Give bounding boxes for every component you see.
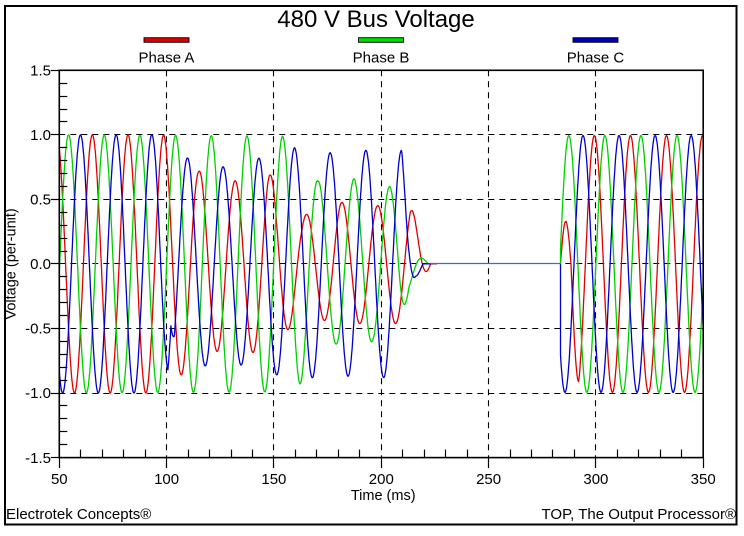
svg-text:300: 300 [583,471,608,488]
svg-text:-0.5: -0.5 [25,321,51,338]
svg-text:Electrotek Concepts®: Electrotek Concepts® [6,506,151,523]
svg-text:250: 250 [476,471,501,488]
svg-text:0.0: 0.0 [30,256,51,273]
svg-text:100: 100 [154,471,179,488]
svg-text:1.5: 1.5 [30,63,51,80]
svg-text:150: 150 [261,471,286,488]
svg-text:1.0: 1.0 [30,127,51,144]
svg-text:480 V Bus Voltage: 480 V Bus Voltage [277,6,474,33]
svg-text:50: 50 [51,471,68,488]
svg-text:0.5: 0.5 [30,192,51,209]
svg-text:Time (ms): Time (ms) [351,488,416,504]
svg-text:-1.5: -1.5 [25,450,51,467]
svg-text:Phase A: Phase A [139,50,195,67]
svg-text:200: 200 [369,471,394,488]
svg-text:TOP, The Output Processor®: TOP, The Output Processor® [542,506,736,523]
svg-text:Phase C: Phase C [567,50,625,67]
svg-text:350: 350 [691,471,716,488]
svg-text:-1.0: -1.0 [25,385,51,402]
svg-text:Phase B: Phase B [353,50,410,67]
svg-text:Voltage (per-unit): Voltage (per-unit) [4,208,20,319]
